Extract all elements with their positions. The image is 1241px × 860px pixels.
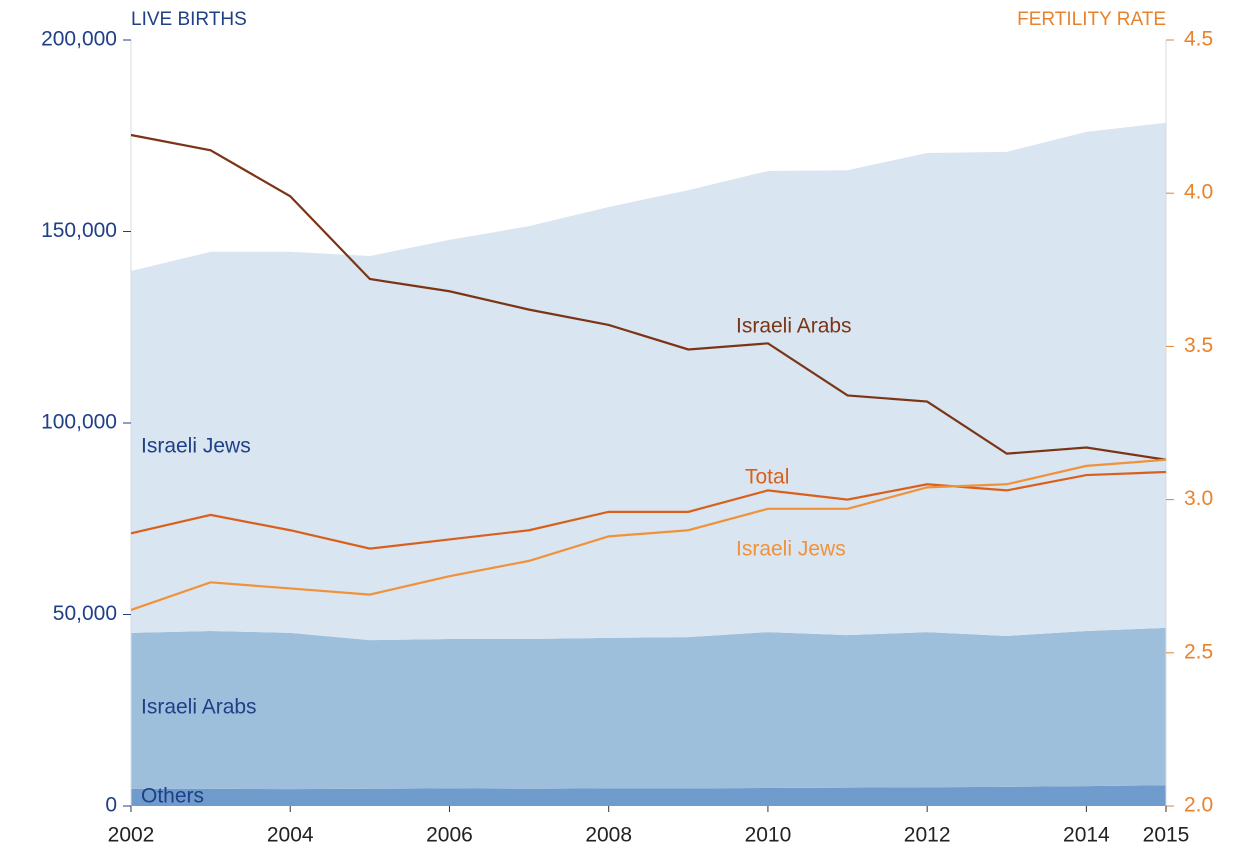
y2-tick-label: 3.0 — [1184, 487, 1213, 510]
x-tick-label: 2006 — [426, 824, 473, 847]
y2-tick-label: 2.5 — [1184, 640, 1213, 663]
series-label: Others — [141, 785, 204, 808]
series-label: Israeli Jews — [736, 538, 846, 561]
y2-axis-title: FERTILITY RATE — [1017, 9, 1166, 30]
x-tick-label: 2012 — [904, 824, 951, 847]
y-tick-label: 0 — [105, 794, 117, 817]
y-tick-label: 150,000 — [41, 219, 117, 242]
series-label: Israeli Arabs — [141, 696, 257, 719]
x-tick-label: 2015 — [1143, 824, 1190, 847]
y2-tick-label: 3.5 — [1184, 334, 1213, 357]
y2-tick-label: 4.5 — [1184, 28, 1213, 51]
series-label: Israeli Arabs — [736, 315, 852, 338]
x-tick-label: 2004 — [267, 824, 314, 847]
y2-tick-label: 4.0 — [1184, 181, 1213, 204]
x-tick-label: 2008 — [585, 824, 632, 847]
y-tick-label: 200,000 — [41, 28, 117, 51]
rate-line — [130, 470, 1167, 550]
y-tick-label: 100,000 — [41, 411, 117, 434]
series-label: Israeli Jews — [141, 435, 251, 458]
series-label: Total — [745, 466, 789, 489]
stacked-area — [131, 785, 1166, 806]
y-axis-title: LIVE BIRTHS — [131, 9, 247, 30]
x-tick-label: 2010 — [745, 824, 792, 847]
y-tick-label: 50,000 — [53, 602, 117, 625]
x-tick-label: 2002 — [108, 824, 155, 847]
rate-line — [130, 458, 1167, 611]
stacked-area — [131, 627, 1166, 790]
y2-tick-label: 2.0 — [1184, 794, 1213, 817]
rate-line — [130, 133, 1167, 461]
x-tick-label: 2014 — [1063, 824, 1110, 847]
stacked-area — [131, 122, 1166, 641]
